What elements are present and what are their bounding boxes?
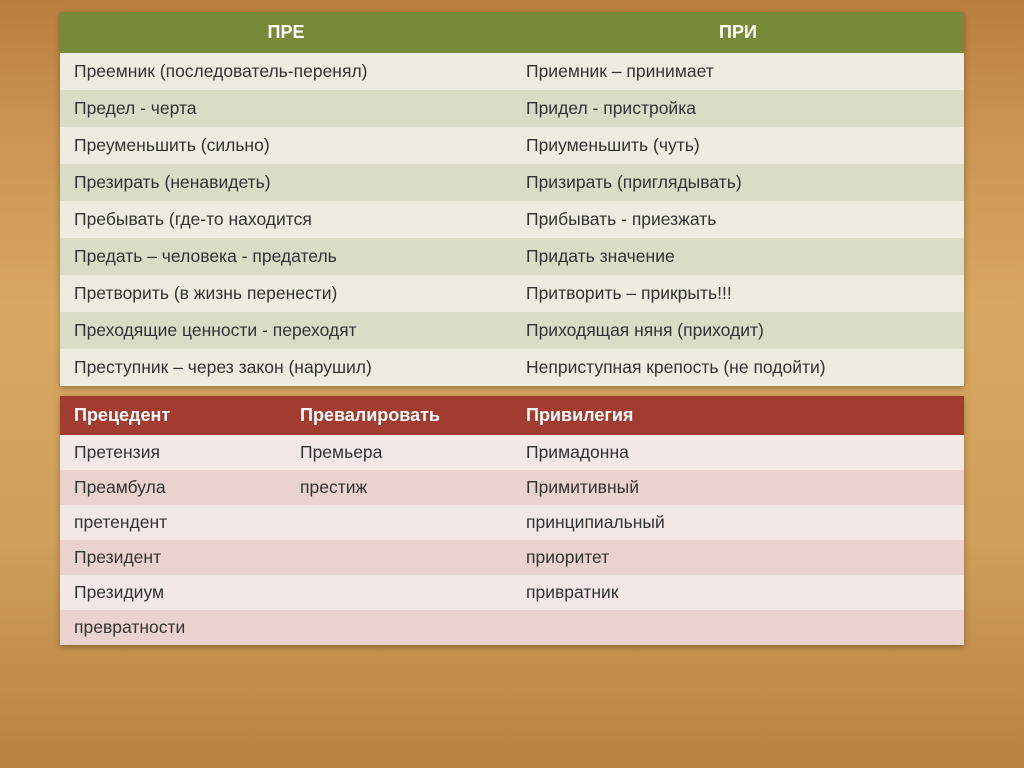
table-row: претендент принципиальный (60, 505, 964, 540)
col-4 (738, 396, 964, 435)
col-pri: ПРИ (512, 12, 964, 53)
table-row: Преамбула престиж Примитивный (60, 470, 964, 505)
table-row: Президент приоритет (60, 540, 964, 575)
table-row: Предать – человека - предатель Придать з… (60, 238, 964, 275)
table-row: Презирать (ненавидеть) Призирать (пригля… (60, 164, 964, 201)
table-row: Президиум привратник (60, 575, 964, 610)
col-1: Прецедент (60, 396, 286, 435)
table-row: Преходящие ценности - переходят Приходящ… (60, 312, 964, 349)
table-row: Предел - черта Придел - пристройка (60, 90, 964, 127)
col-2: Превалировать (286, 396, 512, 435)
table-row: Преступник – через закон (нарушил) Непри… (60, 349, 964, 386)
pre-pri-table: ПРЕ ПРИ Преемник (последователь-перенял)… (60, 12, 964, 386)
table-row: Преемник (последователь-перенял) Приемни… (60, 53, 964, 90)
col-pre: ПРЕ (60, 12, 512, 53)
table-row: Претензия Премьера Примадонна (60, 435, 964, 470)
col-3: Привилегия (512, 396, 738, 435)
table-row: Преуменьшить (сильно) Приуменьшить (чуть… (60, 127, 964, 164)
table-row: Претворить (в жизнь перенести) Притворит… (60, 275, 964, 312)
table-row: превратности (60, 610, 964, 645)
table-row: Пребывать (где-то находится Прибывать - … (60, 201, 964, 238)
vocabulary-table: Прецедент Превалировать Привилегия Прете… (60, 396, 964, 645)
